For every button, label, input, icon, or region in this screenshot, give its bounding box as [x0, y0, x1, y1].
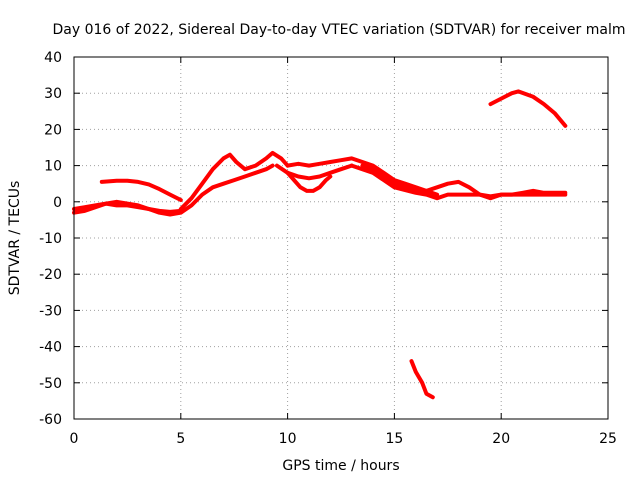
series-arc-11 — [409, 359, 435, 400]
x-axis-label: GPS time / hours — [282, 458, 399, 474]
y-tick-labels: 40 30 20 10 0 -10 -20 -30 -40 -50 -60 — [39, 50, 62, 428]
y-tick-label: -20 — [39, 267, 62, 283]
x-tick-label: 25 — [599, 431, 617, 447]
y-tick-label: -60 — [39, 412, 62, 428]
x-tick-label: 5 — [176, 431, 185, 447]
y-tick-label: 20 — [44, 122, 62, 138]
y-tick-label: 30 — [44, 86, 62, 102]
series-arc-5 — [285, 156, 440, 197]
x-tick-label: 15 — [385, 431, 403, 447]
x-tick-label: 20 — [492, 431, 510, 447]
series-arc-9 — [349, 163, 568, 201]
y-tick-label: 10 — [44, 159, 62, 175]
x-tick-labels: 0 5 10 15 20 25 — [70, 431, 617, 447]
series-arc-3 — [72, 199, 183, 214]
series-arc-1 — [72, 163, 275, 217]
y-tick-label: -30 — [39, 303, 62, 319]
series-arc-10 — [488, 89, 568, 128]
y-tick-label: -40 — [39, 340, 62, 356]
y-tick-label: -10 — [39, 231, 62, 247]
series-arc-8 — [360, 163, 568, 201]
y-tick-label: -50 — [39, 376, 62, 392]
x-tick-label: 0 — [70, 431, 79, 447]
series-layer — [72, 89, 568, 400]
y-tick-label: 0 — [53, 195, 62, 211]
series-arc-4 — [178, 150, 290, 211]
axis-ticks — [73, 56, 609, 420]
chart-title: Day 016 of 2022, Sidereal Day-to-day VTE… — [53, 22, 626, 38]
x-tick-label: 10 — [279, 431, 297, 447]
y-tick-label: 40 — [44, 50, 62, 66]
series-arc-2 — [99, 178, 183, 202]
y-axis-label: SDTVAR / TECUs — [7, 181, 23, 296]
grid-lines — [74, 57, 608, 419]
series-arc-6 — [285, 170, 333, 193]
series-arc-7 — [274, 163, 354, 181]
